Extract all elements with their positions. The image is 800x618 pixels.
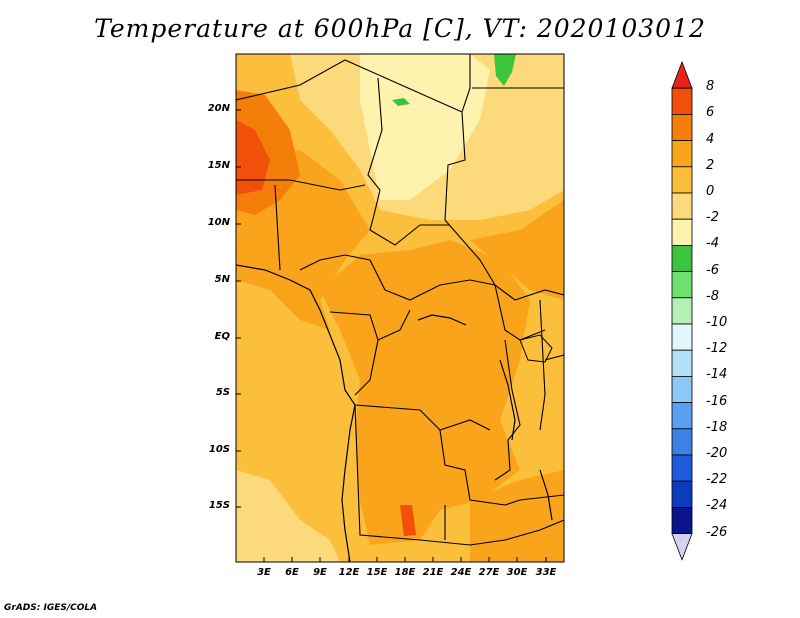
coastline <box>236 264 356 562</box>
colorbar-segment <box>671 114 693 142</box>
colorbar <box>671 60 693 561</box>
colorbar-label: -2 <box>706 210 719 226</box>
lon-label-30e: 30E <box>506 567 528 578</box>
field-cold-north <box>360 54 490 200</box>
colorbar-segment <box>671 192 693 220</box>
colorbar-segment <box>671 428 693 456</box>
lon-label-33e: 33E <box>535 567 557 578</box>
field-hot-south <box>400 505 416 536</box>
colorbar-label: -20 <box>706 446 728 461</box>
lat-label-5n: 5N <box>214 274 230 285</box>
chart-title: Temperature at 600hPa [C], VT: 202010301… <box>94 14 706 43</box>
lon-label-6e: 6E <box>285 567 299 578</box>
colorbar-label: -4 <box>706 236 719 252</box>
colorbar-label: -22 <box>706 472 728 488</box>
field-warm-east <box>470 200 564 300</box>
colorbar-segment <box>671 271 693 299</box>
lat-label-15n: 15N <box>207 160 230 171</box>
colorbar-label: -26 <box>706 524 728 540</box>
y-axis-ticks <box>236 109 241 508</box>
colorbar-segment <box>671 323 693 351</box>
lon-label-24e: 24E <box>450 567 472 578</box>
lon-label-27e: 27E <box>478 567 500 578</box>
colorbar-segment <box>671 375 693 403</box>
colorbar-label: 2 <box>706 157 715 173</box>
colorbar-segment <box>671 140 693 168</box>
lon-label-12e: 12E <box>338 567 360 578</box>
colorbar-bottom-arrow <box>671 533 693 561</box>
colorbar-label: 6 <box>706 105 715 121</box>
colorbar-segment <box>671 506 693 534</box>
colorbar-label: -24 <box>706 498 728 514</box>
map-frame <box>235 53 565 563</box>
lat-label-10n: 10N <box>207 217 230 228</box>
colorbar-label: 8 <box>706 79 715 95</box>
colorbar-top-arrow <box>671 60 693 89</box>
colorbar-label: -12 <box>706 341 728 357</box>
lat-label-10s: 10S <box>208 444 230 455</box>
colorbar-segment <box>671 349 693 377</box>
field-warm-center <box>320 240 530 545</box>
lat-label-eq: EQ <box>214 331 230 342</box>
lake-tanganyika <box>499 359 516 441</box>
colorbar-label: -18 <box>706 419 728 435</box>
colorbar-segment <box>671 454 693 482</box>
lake-victoria <box>519 334 553 363</box>
lat-label-15s: 15S <box>208 500 230 511</box>
field-green-ne <box>494 54 516 86</box>
colorbar-segment <box>671 218 693 246</box>
field-green-n <box>392 98 410 106</box>
lon-label-9e: 9E <box>313 567 327 578</box>
colorbar-segment <box>671 402 693 430</box>
river-congo <box>417 314 467 326</box>
lon-label-21e: 21E <box>422 567 444 578</box>
colorbar-label: -16 <box>706 393 728 409</box>
lon-label-3e: 3E <box>257 567 271 578</box>
colorbar-segment <box>671 244 693 272</box>
lat-label-5s: 5S <box>215 387 230 398</box>
lon-label-15e: 15E <box>366 567 388 578</box>
field-hotter-west <box>236 120 270 195</box>
colorbar-segment <box>671 480 693 508</box>
colorbar-segment <box>671 87 693 115</box>
colorbar-label: -6 <box>706 262 719 278</box>
lon-label-18e: 18E <box>394 567 416 578</box>
colorbar-segment <box>671 297 693 325</box>
colorbar-label: 4 <box>706 131 715 147</box>
colorbar-label: -10 <box>706 315 728 330</box>
colorbar-label: -14 <box>706 367 728 383</box>
field-warm-south <box>470 470 564 562</box>
lake-malawi <box>539 469 553 521</box>
colorbar-label: -8 <box>706 288 719 304</box>
credit-text: GrADS: IGES/COLA <box>4 603 98 613</box>
colorbar-label: 0 <box>706 184 715 199</box>
field-cool-sw <box>236 470 340 562</box>
colorbar-segment <box>671 166 693 194</box>
x-axis-ticks <box>263 557 547 562</box>
lat-label-20n: 20N <box>207 103 230 114</box>
